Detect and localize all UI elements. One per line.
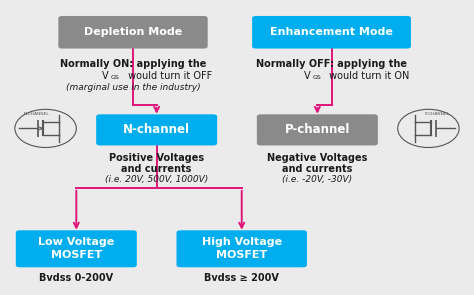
- Text: and currents: and currents: [282, 164, 353, 174]
- Text: Low Voltage
MOSFET: Low Voltage MOSFET: [38, 237, 114, 260]
- FancyBboxPatch shape: [58, 16, 208, 49]
- FancyBboxPatch shape: [96, 114, 217, 145]
- Text: GS: GS: [111, 75, 119, 80]
- FancyBboxPatch shape: [176, 230, 307, 267]
- Text: Depletion Mode: Depletion Mode: [84, 27, 182, 37]
- Text: Bvdss 0-200V: Bvdss 0-200V: [39, 273, 113, 283]
- Text: N-channel: N-channel: [123, 123, 190, 136]
- Text: (i.e. 20V, 500V, 1000V): (i.e. 20V, 500V, 1000V): [105, 175, 208, 184]
- Text: Normally OFF: applying the: Normally OFF: applying the: [256, 59, 407, 69]
- Text: P-CHANNEL: P-CHANNEL: [425, 112, 450, 116]
- Text: High Voltage
MOSFET: High Voltage MOSFET: [201, 237, 282, 260]
- FancyBboxPatch shape: [252, 16, 411, 49]
- Text: (i.e. -20V, -30V): (i.e. -20V, -30V): [283, 175, 352, 184]
- Text: N-CHANNEL: N-CHANNEL: [24, 112, 49, 116]
- Text: and currents: and currents: [121, 164, 192, 174]
- Text: would turn it OFF: would turn it OFF: [125, 71, 212, 81]
- Text: V: V: [102, 71, 109, 81]
- Text: Bvdss ≥ 200V: Bvdss ≥ 200V: [204, 273, 279, 283]
- Text: would turn it ON: would turn it ON: [326, 71, 410, 81]
- Text: P-channel: P-channel: [285, 123, 350, 136]
- FancyBboxPatch shape: [257, 114, 378, 145]
- Text: (marginal use in the industry): (marginal use in the industry): [66, 83, 201, 92]
- Text: Normally ON: applying the: Normally ON: applying the: [60, 59, 206, 69]
- FancyBboxPatch shape: [16, 230, 137, 267]
- Text: Positive Voltages: Positive Voltages: [109, 153, 204, 163]
- Text: GS: GS: [313, 75, 321, 80]
- Text: Enhancement Mode: Enhancement Mode: [270, 27, 393, 37]
- Text: Negative Voltages: Negative Voltages: [267, 153, 367, 163]
- Text: V: V: [304, 71, 311, 81]
